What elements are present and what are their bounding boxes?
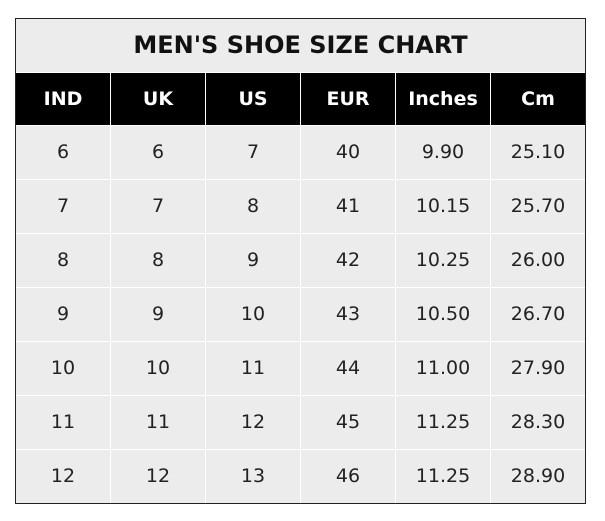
column-header: UK [111, 73, 206, 125]
table-cell: 12 [206, 396, 301, 449]
table-cell: 8 [206, 180, 301, 233]
table-cell: 43 [301, 288, 396, 341]
size-chart-table: MEN'S SHOE SIZE CHART IND UK US EUR Inches Cm… [15, 18, 586, 504]
column-header: US [206, 73, 301, 125]
table-cell: 28.90 [510, 465, 566, 487]
table-cell: 7 [111, 180, 206, 233]
table-cell: 27.90 [510, 357, 566, 379]
table-cell: 7 [206, 126, 301, 179]
table-cell: 11.00 [396, 342, 491, 395]
table-cell: 8 [111, 234, 206, 287]
table-title: MEN'S SHOE SIZE CHART [16, 19, 585, 73]
table-cell: 6 [111, 126, 206, 179]
column-header: EUR [301, 73, 396, 125]
table-row: 12 12 13 46 11.25 28.90 [16, 449, 585, 503]
column-header: Inches [396, 73, 491, 125]
table-cell: 12 [16, 450, 111, 503]
table-cell: 11 [206, 342, 301, 395]
table-cell: 40 [301, 126, 396, 179]
table-cell: 10.50 [396, 288, 491, 341]
table-cell: 10.25 [396, 234, 491, 287]
table-cell: 7 [16, 180, 111, 233]
table-cell: 26.00 [510, 249, 566, 271]
table-cell: 9.90 [396, 126, 491, 179]
table-cell: 10 [111, 342, 206, 395]
table-cell: 41 [301, 180, 396, 233]
table-cell: 28.30 [510, 411, 566, 433]
table-row: 11 11 12 45 11.25 28.30 [16, 395, 585, 449]
table-cell: 45 [301, 396, 396, 449]
column-header: IND [16, 73, 111, 125]
table-cell: 12 [111, 450, 206, 503]
table-cell: 10.15 [396, 180, 491, 233]
table-cell: 8 [16, 234, 111, 287]
table-row: 10 10 11 44 11.00 27.90 [16, 341, 585, 395]
table-cell: 26.70 [510, 303, 566, 325]
table-cell: 11.25 [396, 450, 491, 503]
table-cell: 25.70 [510, 195, 566, 217]
table-row: 7 7 8 41 10.15 25.70 [16, 179, 585, 233]
table-cell: 11.25 [396, 396, 491, 449]
table-cell: 44 [301, 342, 396, 395]
table-cell: 42 [301, 234, 396, 287]
table-cell: 9 [16, 288, 111, 341]
table-cell: 6 [16, 126, 111, 179]
table-cell: 25.10 [510, 141, 566, 163]
table-body: 6 6 7 40 9.90 25.10 7 7 8 41 10.15 25.70 8 8 9 42 10.25 2… [16, 125, 585, 503]
table-cell: 10 [16, 342, 111, 395]
table-cell: 11 [16, 396, 111, 449]
column-header: Cm [521, 88, 555, 110]
header-row: IND UK US EUR Inches Cm [16, 73, 585, 125]
table-cell: 10 [206, 288, 301, 341]
table-row: 6 6 7 40 9.90 25.10 [16, 125, 585, 179]
table-cell: 11 [111, 396, 206, 449]
table-cell: 9 [206, 234, 301, 287]
table-cell: 46 [301, 450, 396, 503]
table-cell: 9 [111, 288, 206, 341]
table-row: 9 9 10 43 10.50 26.70 [16, 287, 585, 341]
table-cell: 13 [206, 450, 301, 503]
table-row: 8 8 9 42 10.25 26.00 [16, 233, 585, 287]
